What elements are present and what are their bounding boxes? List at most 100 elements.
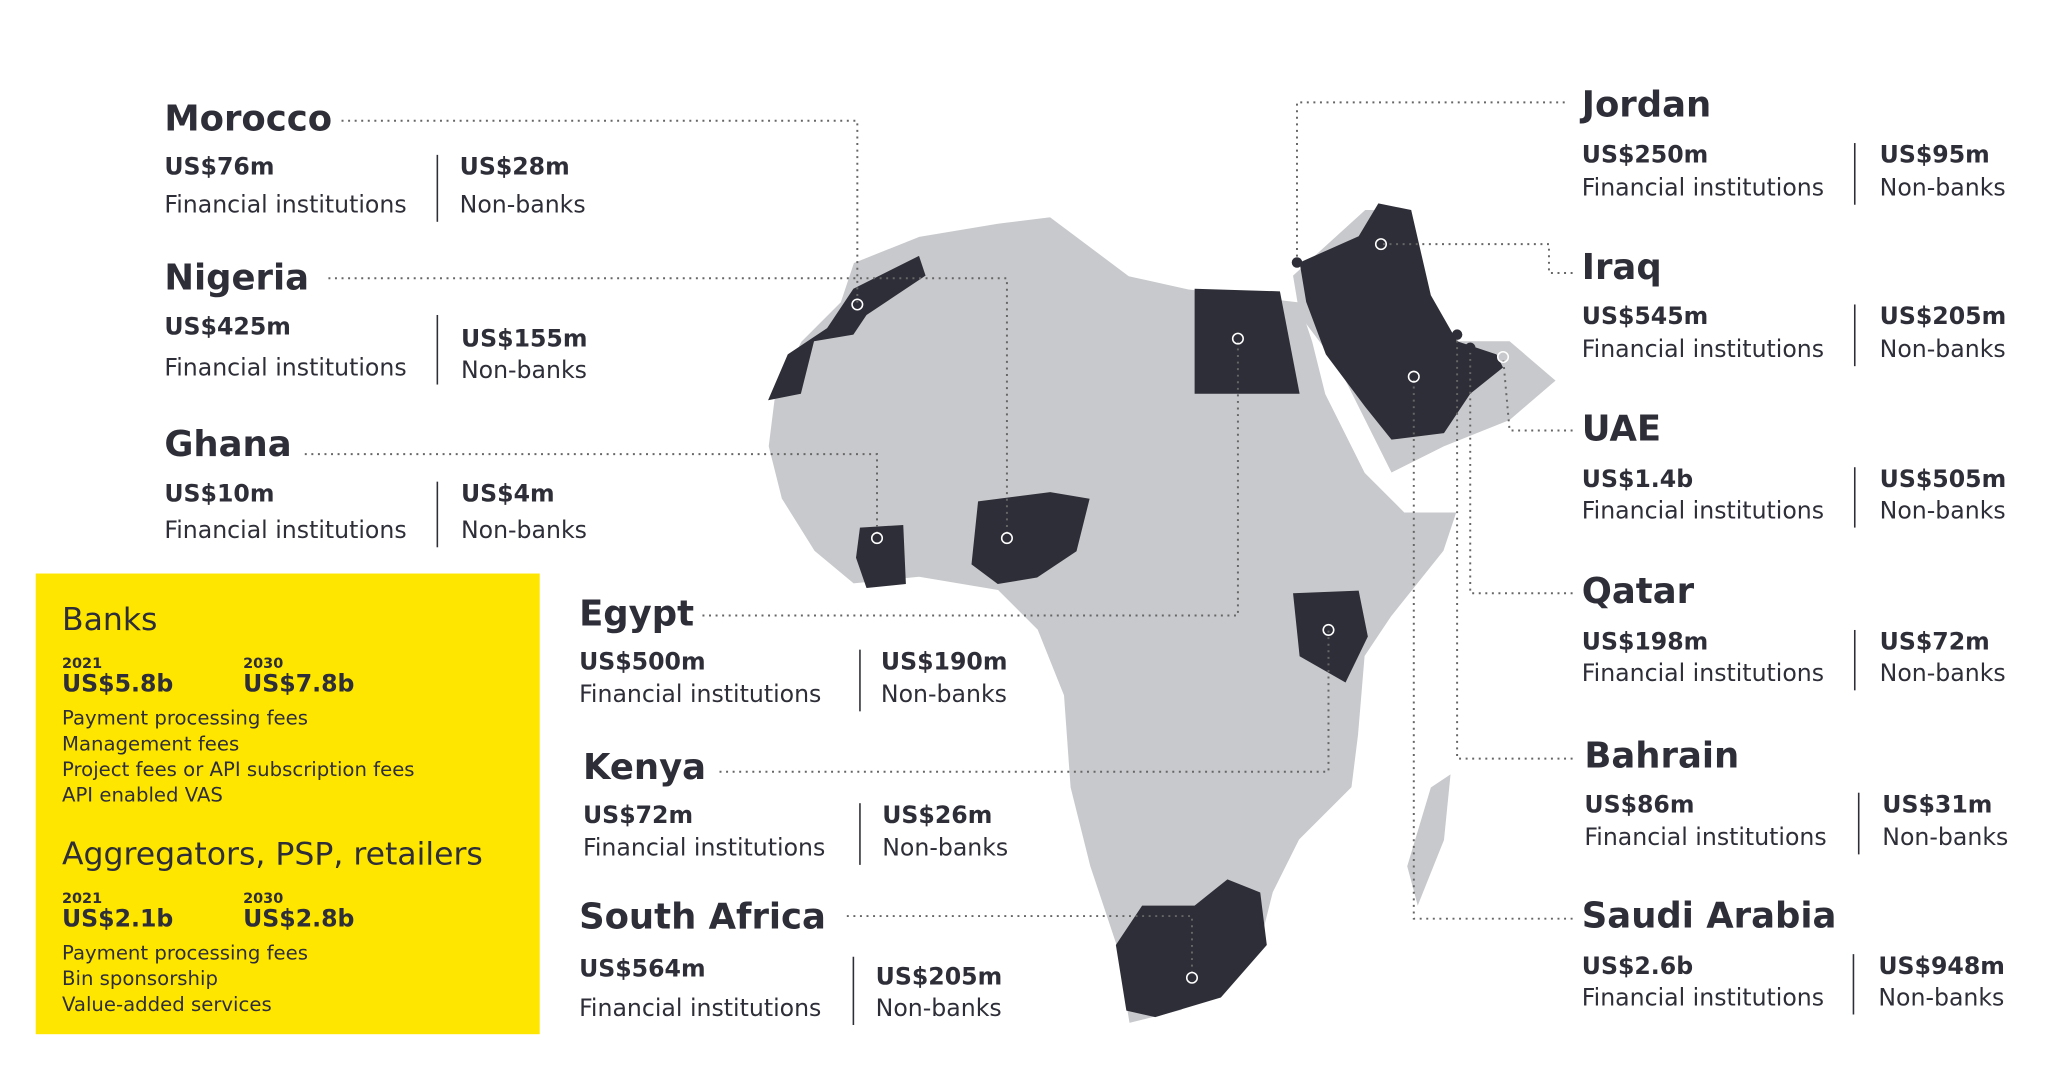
fi-value: US$2.6b	[1582, 952, 1693, 980]
marker	[1000, 532, 1013, 545]
nb-label: Non-banks	[1880, 496, 2006, 524]
fee-item: Payment processing fees	[62, 942, 308, 965]
fi-label: Financial institutions	[1582, 659, 1824, 687]
kenya-shape	[1293, 590, 1368, 683]
nb-label: Non-banks	[461, 516, 587, 544]
country-name: Qatar	[1582, 571, 1695, 612]
fee-item: API enabled VAS	[62, 783, 223, 806]
country-name: Bahrain	[1584, 735, 1739, 776]
nb-value: US$205m	[876, 962, 1003, 990]
marker	[1231, 332, 1244, 345]
marker	[1496, 350, 1510, 364]
nb-value: US$28m	[460, 152, 570, 180]
marker	[1322, 623, 1335, 637]
fi-value: US$545m	[1582, 302, 1709, 330]
country-block: Jordan US$250m Financial institutions US$95…	[1580, 84, 2006, 205]
country-name: Jordan	[1580, 84, 1711, 125]
nb-value: US$948m	[1878, 952, 2005, 980]
fee-item: Management fees	[62, 732, 239, 755]
south-africa-shape	[1115, 879, 1267, 1018]
country-block: Morocco US$76m Financial institutions US$28…	[164, 99, 586, 222]
country-block: Saudi Arabia US$2.6b Financial institution…	[1582, 895, 2005, 1015]
marker	[1374, 238, 1388, 251]
year: 2021	[62, 656, 102, 672]
leader-line	[1469, 347, 1573, 595]
country-block: Iraq US$545m Financial institutions US$205m…	[1582, 247, 2006, 367]
fee-item: Payment processing fees	[62, 707, 308, 730]
country-name: Saudi Arabia	[1582, 895, 1837, 936]
nb-label: Non-banks	[882, 834, 1008, 862]
panel-title: Aggregators, PSP, retailers	[62, 837, 483, 873]
fi-label: Financial institutions	[579, 994, 821, 1022]
nb-label: Non-banks	[1878, 983, 2004, 1011]
amount: US$5.8b	[62, 670, 173, 698]
highlighted-countries	[768, 203, 1504, 1018]
leader-line	[341, 119, 859, 305]
fi-value: US$500m	[579, 647, 706, 675]
fi-label: Financial institutions	[1582, 496, 1824, 524]
nb-label: Non-banks	[460, 191, 586, 219]
nb-label: Non-banks	[1882, 823, 2008, 851]
nb-value: US$72m	[1880, 628, 1990, 656]
fi-value: US$198m	[1582, 628, 1709, 656]
nb-value: US$155m	[461, 324, 588, 352]
nb-value: US$505m	[1880, 465, 2007, 493]
country-name: South Africa	[579, 897, 826, 938]
country-block: Qatar US$198m Financial institutions US$72m…	[1582, 571, 2006, 691]
fi-value: US$76m	[164, 152, 274, 180]
country-name: Nigeria	[164, 258, 309, 299]
leader-line	[1412, 376, 1573, 920]
country-block: Bahrain US$86m Financial institutions US$31…	[1584, 735, 2008, 855]
nb-value: US$95m	[1880, 141, 1990, 169]
marker	[1185, 971, 1199, 984]
ivory-coast-shape	[856, 524, 906, 588]
amount: US$2.8b	[243, 905, 354, 933]
country-block: Nigeria US$425m Financial institutions US$1…	[164, 258, 587, 385]
madagascar	[1407, 774, 1451, 906]
dot	[1291, 257, 1303, 268]
panel-title: Banks	[62, 602, 157, 638]
fi-value: US$425m	[164, 313, 291, 341]
fi-label: Financial institutions	[1582, 335, 1824, 363]
nb-label: Non-banks	[1880, 173, 2006, 201]
nb-value: US$26m	[882, 801, 992, 829]
year: 2030	[243, 891, 283, 907]
fi-value: US$1.4b	[1582, 465, 1693, 493]
fi-value: US$72m	[583, 801, 693, 829]
fi-value: US$86m	[1584, 790, 1694, 818]
fee-item: Value-added services	[62, 993, 272, 1016]
marker	[851, 298, 864, 311]
year: 2030	[243, 656, 283, 672]
leader-line	[304, 453, 878, 539]
nb-label: Non-banks	[461, 356, 587, 384]
nb-label: Non-banks	[881, 680, 1007, 708]
fi-value: US$250m	[1582, 141, 1709, 169]
leader-line	[1502, 356, 1573, 432]
fi-label: Financial institutions	[164, 353, 406, 381]
nb-value: US$31m	[1882, 790, 1992, 818]
fi-label: Financial institutions	[579, 680, 821, 708]
nb-value: US$4m	[461, 479, 555, 507]
small-country-dots	[1291, 257, 1476, 354]
nb-value: US$190m	[881, 647, 1008, 675]
marker	[870, 532, 884, 545]
egypt-shape	[1194, 288, 1300, 394]
country-block: Ghana US$10m Financial institutions US$4m No…	[164, 424, 587, 548]
dot	[1464, 342, 1476, 354]
leader-line	[702, 338, 1239, 617]
leader-line	[1295, 101, 1565, 263]
country-block: Egypt US$500m Financial institutions US$190…	[579, 594, 1007, 712]
country-name: Kenya	[583, 747, 706, 788]
fi-label: Financial institutions	[1582, 983, 1824, 1011]
fee-item: Project fees or API subscription fees	[62, 758, 415, 781]
amount: US$2.1b	[62, 905, 173, 933]
year: 2021	[62, 891, 102, 907]
fi-value: US$10m	[164, 479, 274, 507]
country-blocks: Morocco US$76m Financial institutions US$28…	[164, 84, 2008, 1026]
country-name: Morocco	[164, 99, 332, 140]
country-block: UAE US$1.4b Financial institutions US$505m N…	[1582, 408, 2007, 528]
country-name: Egypt	[579, 594, 694, 635]
